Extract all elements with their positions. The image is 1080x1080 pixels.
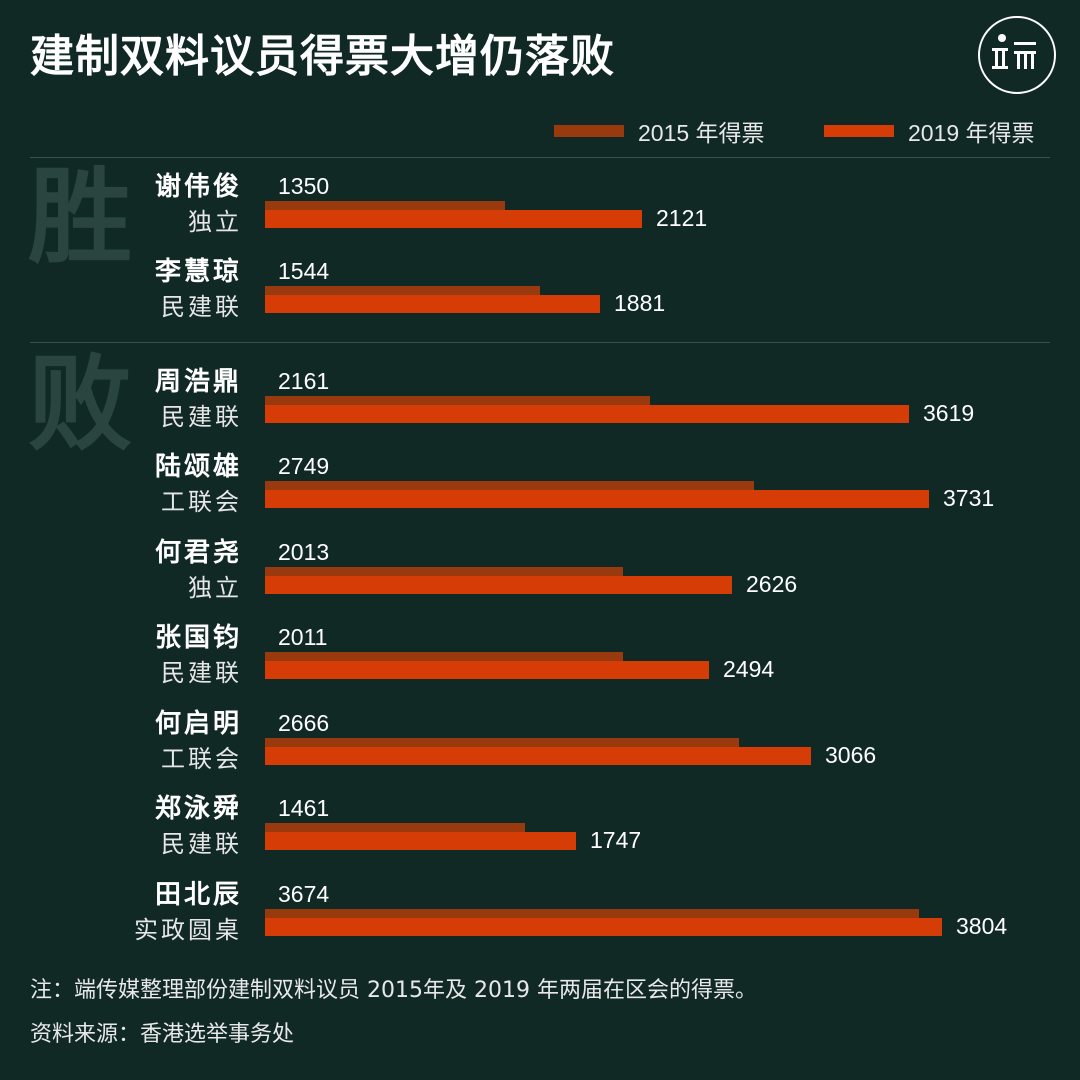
candidate-name: 何启明: [154, 709, 242, 739]
bar-2019: [265, 576, 732, 594]
candidate-party: 工联会: [161, 745, 242, 773]
bar-2019: [265, 747, 811, 765]
legend-item-2015: 2015 年得票: [554, 116, 765, 146]
bar-2019: [265, 295, 600, 313]
divider-top: [30, 157, 1050, 158]
candidate-party: 独立: [188, 574, 242, 602]
legend-label-2015: 2015 年得票: [638, 120, 765, 146]
value-label-2019: 3619: [923, 400, 975, 426]
legend-label-2019: 2019 年得票: [908, 120, 1035, 146]
bar-2019: [265, 210, 642, 228]
bar-2019: [265, 405, 909, 423]
candidate-name: 谢伟俊: [154, 172, 242, 202]
candidate-party: 民建联: [161, 293, 242, 321]
candidate-name: 陆颂雄: [154, 452, 242, 482]
value-label-2019: 2121: [656, 205, 708, 231]
value-label-2015: 2666: [278, 710, 330, 736]
candidate-party: 民建联: [161, 403, 242, 431]
legend-swatch-2015: [554, 125, 624, 137]
candidate-name: 李慧琼: [154, 257, 242, 287]
bar-2019: [265, 661, 709, 679]
legend-swatch-2019: [824, 125, 894, 137]
divider-groups: [30, 342, 1050, 343]
footnote: 注：端传媒整理部份建制双料议员 2015年及 2019 年两届在区会的得票。: [30, 978, 757, 1003]
bar-2019: [265, 490, 929, 508]
chart-title: 建制双料议员得票大增仍落败: [30, 31, 615, 82]
value-label-2015: 2749: [278, 453, 330, 479]
group-label-win: 胜: [28, 156, 133, 278]
value-label-2019: 3731: [943, 485, 995, 511]
value-label-2015: 2161: [278, 368, 330, 394]
group-label-lose: 败: [28, 343, 133, 465]
value-label-2019: 3066: [825, 742, 877, 768]
value-label-2015: 1461: [278, 795, 330, 821]
value-label-2019: 2494: [723, 656, 775, 682]
value-label-2019: 1881: [614, 290, 666, 316]
value-label-2015: 2013: [278, 539, 330, 565]
candidate-name: 张国钧: [154, 623, 242, 653]
value-label-2015: 2011: [278, 624, 328, 650]
candidate-party: 实政圆桌: [134, 916, 242, 944]
bar-2019: [265, 832, 576, 850]
candidate-party: 民建联: [161, 659, 242, 687]
source-note: 资料来源：香港选举事务处: [30, 1022, 295, 1047]
value-label-2015: 3674: [278, 881, 330, 907]
value-label-2019: 1747: [590, 827, 642, 853]
bar-2019: [265, 918, 942, 936]
initium-logo-icon: [978, 16, 1056, 94]
candidate-name: 何君尧: [154, 538, 242, 568]
value-label-2015: 1544: [278, 258, 330, 284]
candidate-name: 郑泳舜: [154, 794, 242, 824]
value-label-2019: 3804: [956, 913, 1008, 939]
candidate-name: 田北辰: [154, 880, 242, 910]
candidate-party: 工联会: [161, 488, 242, 516]
value-label-2019: 2626: [746, 571, 798, 597]
legend-item-2019: 2019 年得票: [824, 116, 1035, 146]
candidate-party: 民建联: [161, 830, 242, 858]
candidate-party: 独立: [188, 208, 242, 236]
value-label-2015: 1350: [278, 173, 330, 199]
candidate-name: 周浩鼎: [154, 367, 242, 397]
